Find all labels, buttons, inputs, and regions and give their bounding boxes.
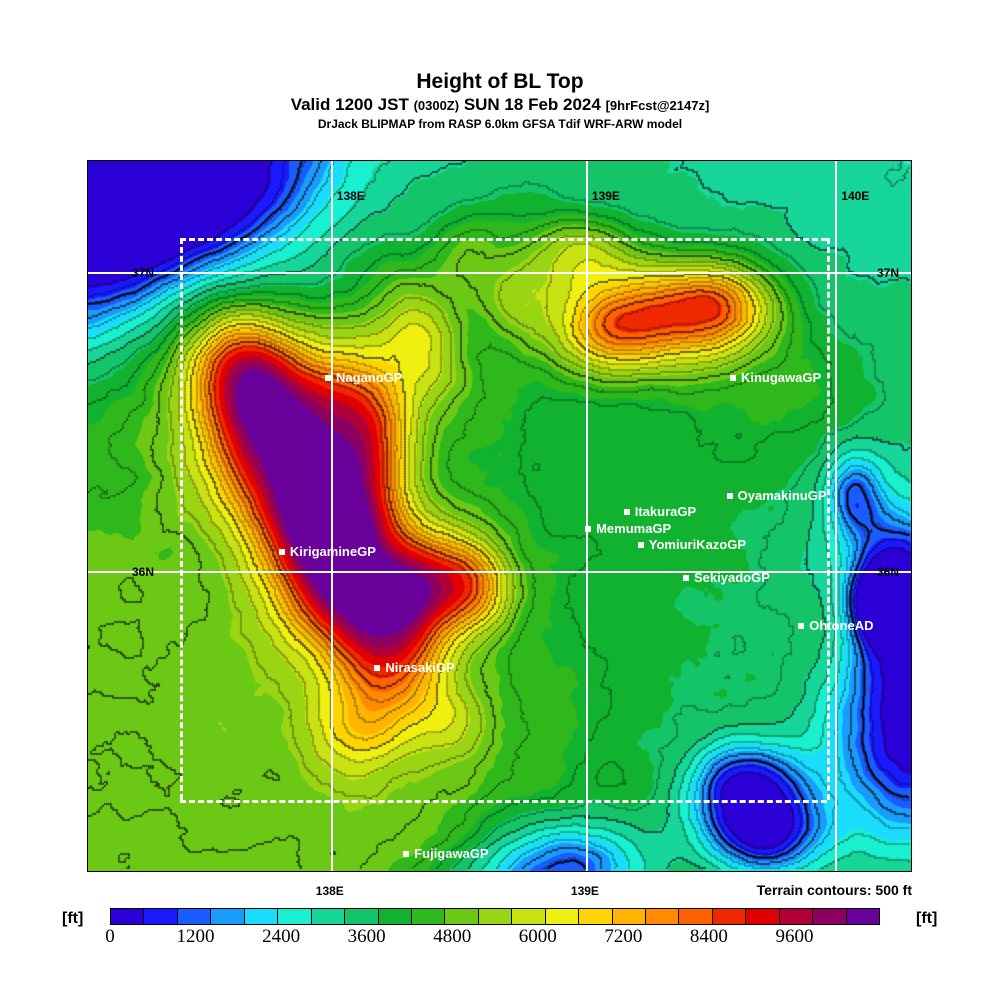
station-dot-icon [726, 493, 733, 500]
graticule-parallel [88, 272, 911, 275]
valid-time-line: Valid 1200 JST (0300Z) SUN 18 Feb 2024 [… [0, 94, 1000, 116]
colorbar-segment [646, 909, 680, 924]
graticule-label-latitude: 37N [877, 266, 900, 281]
graticule-meridian [585, 161, 588, 871]
colorbar-segment [813, 909, 847, 924]
terrain-contour-note: Terrain contours: 500 ft [756, 882, 912, 898]
page-title: Height of BL Top [416, 70, 584, 93]
colorbar-tick: 3600 [347, 926, 386, 947]
station-dot-icon [798, 623, 805, 630]
station-label: MemumaGP [596, 521, 672, 537]
station-label: SekiyadoGP [694, 570, 770, 586]
graticule-label-longitude: 140E [841, 189, 870, 203]
colorbar-segment [612, 909, 646, 924]
colorbar-tick-labels: 0 1200 2400 3600 4800 6000 7200 8400 9600 [105, 926, 880, 950]
valid-date: SUN 18 Feb 2024 [459, 95, 606, 114]
colorbar-segment [846, 909, 880, 924]
colorbar-tick: 4800 [433, 926, 472, 947]
subdomain-box-bottom [180, 800, 828, 803]
colorbar-tick: 8400 [689, 926, 728, 947]
graticule-meridian [330, 161, 333, 871]
graticule-label-longitude: 139E [591, 189, 620, 203]
station-dot-icon [585, 526, 592, 533]
colorbar-segment [311, 909, 346, 924]
colorbar-segment [411, 909, 446, 924]
colorbar-segment [111, 909, 145, 924]
bl-top-heatmap-canvas [88, 161, 911, 871]
colorbar-segment [211, 909, 245, 924]
colorbar-tick: 6000 [518, 926, 557, 947]
subdomain-box-top [180, 237, 828, 241]
station-label: FujigawaGP [414, 845, 489, 861]
colorbar-segment [478, 909, 513, 924]
colorbar-unit-left: [ft] [62, 910, 84, 927]
station-label: YomiuriKazoGP [648, 537, 747, 553]
subdomain-box-right [827, 237, 831, 800]
station-dot-icon [729, 374, 736, 381]
station-label: ItakuraGP [634, 503, 697, 519]
station-dot-icon [374, 664, 381, 671]
station-dot-icon [683, 575, 690, 582]
valid-utc: (0300Z) [413, 98, 460, 113]
station-label: NirasakiGP [385, 659, 455, 675]
station-dot-icon [403, 850, 410, 857]
colorbar-segment [445, 909, 479, 924]
station-dot-icon [623, 508, 630, 515]
graticule-parallel [88, 571, 911, 574]
graticule-label-latitude: 36N [132, 565, 155, 580]
colorbar-segment [144, 909, 178, 924]
colorbar-segment [545, 909, 580, 924]
model-source-line: DrJack BLIPMAP from RASP 6.0km GFSA Tdif… [317, 117, 683, 131]
subdomain-box-left [180, 237, 184, 800]
x-axis-tick-label: 138E [315, 884, 344, 898]
graticule-meridian [835, 161, 838, 871]
station-dot-icon [325, 374, 332, 381]
station-label: NaganoGP [336, 369, 403, 385]
station-label: KirigamineGP [289, 544, 376, 560]
colorbar-segment [679, 909, 713, 924]
colorbar-tick: 1200 [176, 926, 215, 947]
colorbar-segment [278, 909, 312, 924]
graticule-label-longitude: 138E [336, 189, 365, 203]
colorbar-segment [746, 909, 780, 924]
colorbar-segment [712, 909, 747, 924]
station-dot-icon [278, 549, 285, 556]
colorbar-segment [579, 909, 613, 924]
colorbar-segment [779, 909, 814, 924]
colorbar-tick: 0 [105, 926, 115, 947]
colorbar-segment [345, 909, 379, 924]
colorbar-tick: 7200 [604, 926, 643, 947]
forecast-tag: [9hrFcst@2147z] [605, 98, 710, 113]
x-axis-tick-label: 139E [570, 884, 599, 898]
colorbar-segment [378, 909, 412, 924]
colorbar-segment [244, 909, 279, 924]
forecast-map[interactable]: 138E 139E 140E 37N 37N 36N 36N NaganoGP Kirigami… [87, 160, 912, 872]
colorbar-gradient [110, 908, 880, 925]
colorbar-tick: 2400 [262, 926, 301, 947]
valid-prefix: Valid 1200 JST [290, 95, 414, 114]
colorbar-tick: 9600 [775, 926, 814, 947]
colorbar-segment [177, 909, 212, 924]
station-label: OhtoneAD [809, 618, 874, 634]
colorbar: 0 1200 2400 3600 4800 6000 7200 8400 9600 [0, 900, 1000, 960]
colorbar-unit-right: [ft] [916, 910, 938, 927]
station-label: KinugawaGP [740, 369, 822, 385]
station-dot-icon [637, 542, 644, 549]
station-label: OyamakinuGP [737, 488, 827, 504]
graticule-label-latitude: 37N [132, 266, 155, 281]
colorbar-segment [512, 909, 546, 924]
graticule-label-latitude: 36N [877, 565, 900, 580]
title-block: Height of BL Top Valid 1200 JST (0300Z) … [0, 70, 1000, 132]
